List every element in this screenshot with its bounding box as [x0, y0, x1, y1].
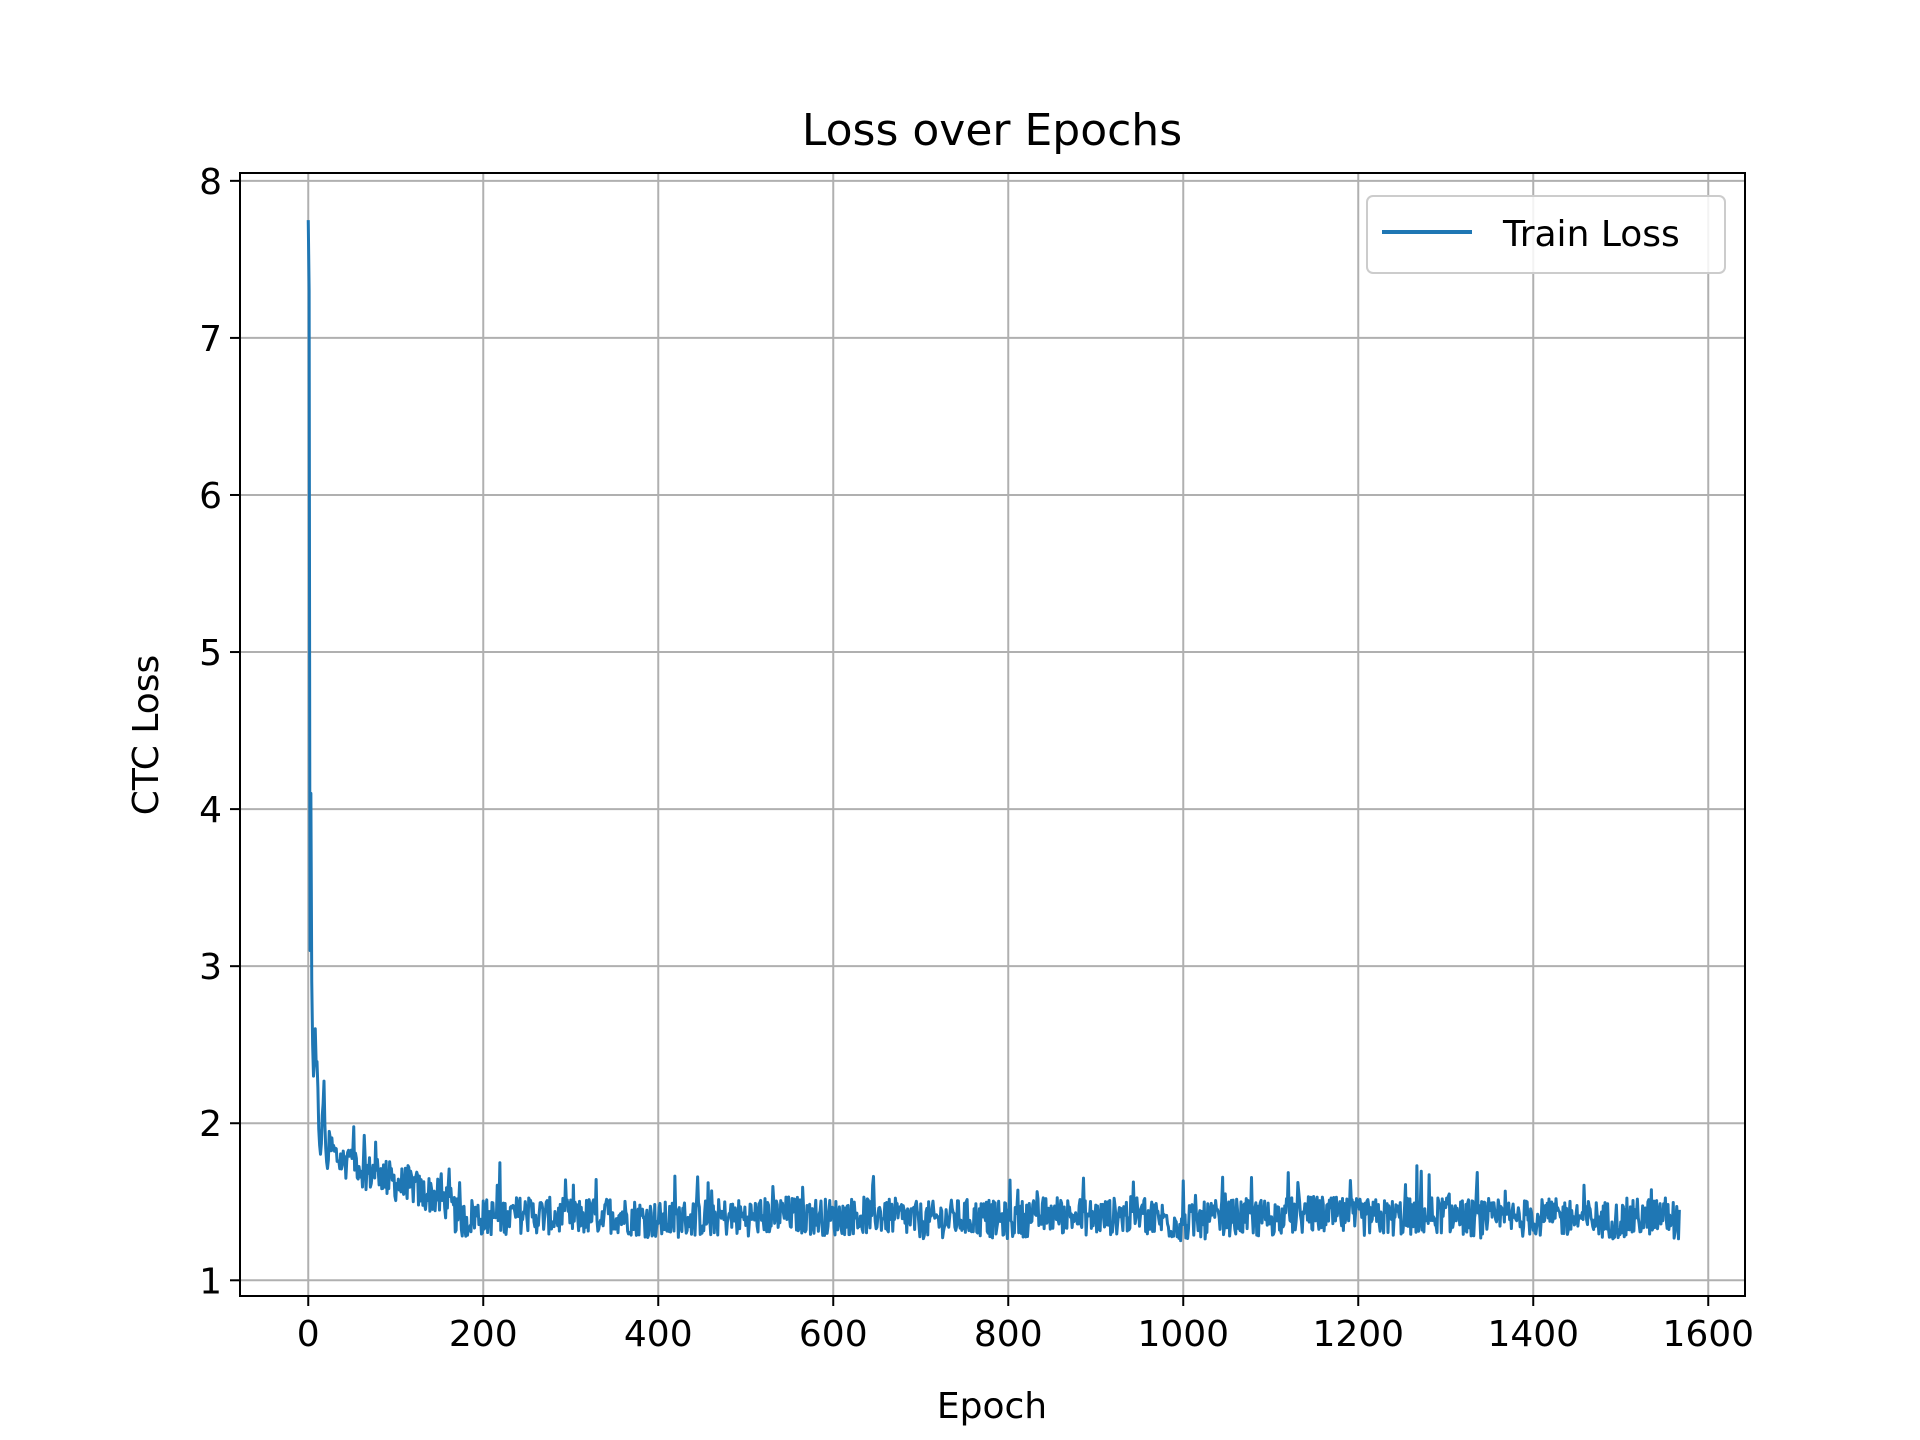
x-tick-label: 400	[624, 1314, 693, 1355]
series-line-train-loss	[306, 220, 1681, 1243]
legend-label-train-loss: Train Loss	[1502, 214, 1680, 255]
y-tick-label: 6	[199, 476, 222, 517]
x-tick-label: 1400	[1487, 1314, 1579, 1355]
chart-title: Loss over Epochs	[802, 105, 1182, 156]
y-tick-label: 1	[199, 1261, 222, 1302]
x-tick-label: 600	[799, 1314, 868, 1355]
x-tick-label: 200	[449, 1314, 518, 1355]
y-axis-label: CTC Loss	[126, 655, 167, 816]
x-tick-label: 1000	[1137, 1314, 1229, 1355]
x-tick-label: 0	[297, 1314, 320, 1355]
x-tick-label: 1200	[1312, 1314, 1404, 1355]
y-tick-label: 3	[199, 947, 222, 988]
x-tick-label: 800	[974, 1314, 1043, 1355]
y-tick-label: 4	[199, 790, 222, 831]
y-tick-label: 2	[199, 1104, 222, 1145]
plot-area-frame	[239, 172, 1746, 1297]
legend: Train Loss	[1366, 195, 1726, 274]
series-layer	[306, 220, 1681, 1243]
x-tick-label: 1600	[1662, 1314, 1754, 1355]
x-axis-label: Epoch	[937, 1386, 1047, 1427]
legend-box	[1366, 195, 1726, 274]
y-tick-label: 8	[199, 162, 222, 203]
axis-ticks: 0 200 400 600 800 1000 1200 1400 1600 1 2 3 4 5 6 7 8	[199, 162, 1754, 1355]
y-tick-label: 5	[199, 633, 222, 674]
grid	[240, 173, 1745, 1296]
y-tick-label: 7	[199, 319, 222, 360]
